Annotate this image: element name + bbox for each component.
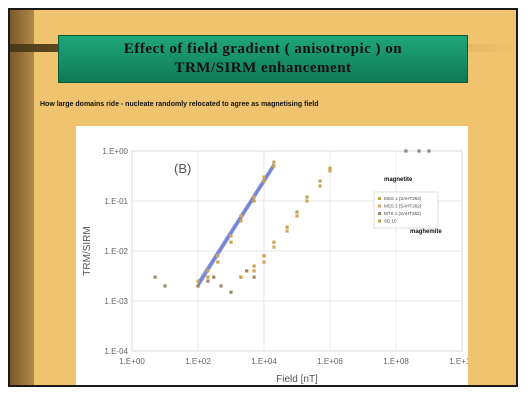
x-tick-label: 1.E+08 <box>383 357 409 366</box>
data-point <box>295 210 299 214</box>
data-point <box>295 214 299 218</box>
legend-item: MTS 1 (SAHT262) <box>384 211 422 216</box>
legend-box <box>373 191 439 229</box>
data-point <box>417 149 421 153</box>
y-axis-ticks: 1.E+00 1.E-01 1.E-02 1.E-03 1.E-04 <box>102 147 128 356</box>
legend-marker <box>378 219 381 223</box>
y-tick-label: 1.E+00 <box>102 147 128 156</box>
x-axis-label: Field [nT] <box>276 374 318 385</box>
data-point <box>196 284 200 288</box>
scatter-chart: 1.E+00 1.E+02 1.E+04 1.E+06 1.E+08 1.E+10 1.E… <box>82 147 475 385</box>
data-point <box>229 234 233 238</box>
data-point <box>245 269 249 273</box>
data-point <box>229 290 233 294</box>
annotation-maghemite: maghemite <box>410 229 442 235</box>
slide-left-bar <box>10 10 34 385</box>
y-axis-label: TRM/SIRM <box>82 226 93 275</box>
fit-line <box>197 163 275 283</box>
data-point <box>272 245 276 249</box>
data-point <box>163 284 167 288</box>
data-point <box>404 149 408 153</box>
legend-item: MSS 2 (SAHT262) <box>384 204 422 209</box>
data-point <box>318 179 322 183</box>
data-point <box>206 269 210 273</box>
data-point <box>305 195 309 199</box>
legend-item: MSS 1 (SAHT262) <box>384 196 422 201</box>
data-point <box>239 219 243 223</box>
data-point <box>219 284 223 288</box>
data-point <box>262 260 266 264</box>
panel-label: (B) <box>174 161 191 176</box>
x-tick-label: 1.E+06 <box>317 357 343 366</box>
legend-marker <box>378 212 381 215</box>
data-point <box>216 260 220 264</box>
fit-line <box>197 167 275 289</box>
data-point <box>272 160 276 164</box>
fit-line <box>197 162 275 282</box>
data-point <box>252 269 256 273</box>
slide-title: Effect of field gradient ( anisotropic )… <box>58 35 468 83</box>
annotation-magnetite: magnetite <box>384 177 413 183</box>
data-point <box>427 149 431 153</box>
data-point <box>252 195 256 199</box>
x-tick-label: 1.E+10 <box>449 357 468 366</box>
x-tick-label: 1.E+04 <box>251 357 277 366</box>
data-point <box>285 225 289 229</box>
data-point <box>318 184 322 188</box>
y-tick-label: 1.E-04 <box>104 347 128 356</box>
y-tick-label: 1.E-01 <box>104 197 128 206</box>
data-point <box>216 254 220 258</box>
slide-title-line-1: Effect of field gradient ( anisotropic )… <box>123 41 403 57</box>
fit-lines <box>197 162 275 289</box>
data-point <box>328 169 332 173</box>
data-point <box>252 275 256 279</box>
data-point <box>262 175 266 179</box>
data-point <box>252 199 256 203</box>
data-point <box>153 275 157 279</box>
data-point <box>239 214 243 218</box>
slide-title-line-2: TRM/SIRM enhancement <box>174 60 352 76</box>
legend-marker <box>378 197 381 200</box>
data-point <box>272 164 276 168</box>
data-point <box>252 264 256 268</box>
data-point <box>196 279 200 283</box>
y-tick-label: 1.E-02 <box>104 247 128 256</box>
data-point <box>206 275 210 279</box>
chart-panel: 1.E+00 1.E+02 1.E+04 1.E+06 1.E+08 1.E+10 1.E… <box>76 126 475 385</box>
data-point <box>328 166 332 170</box>
data-point <box>305 199 309 203</box>
y-tick-label: 1.E-03 <box>104 297 128 306</box>
legend-item: SD 10 <box>384 219 397 224</box>
x-tick-label: 1.E+00 <box>119 357 145 366</box>
fit-line <box>197 165 275 286</box>
data-points <box>153 149 431 294</box>
data-point <box>262 179 266 183</box>
data-point <box>229 240 233 244</box>
x-axis-ticks: 1.E+00 1.E+02 1.E+04 1.E+06 1.E+08 1.E+10 <box>119 357 475 366</box>
legend: MSS 1 (SAHT262) MSS 2 (SAHT262) MTS 1 (SAH… <box>373 191 439 229</box>
x-tick-label: 1.E+02 <box>185 357 211 366</box>
data-point <box>272 240 276 244</box>
data-point <box>239 275 243 279</box>
data-point <box>285 229 289 233</box>
slide-frame: Effect of field gradient ( anisotropic )… <box>8 8 518 387</box>
data-point <box>206 279 210 283</box>
data-point <box>212 275 216 279</box>
legend-marker <box>378 204 381 208</box>
data-point <box>262 254 266 258</box>
fit-line <box>197 164 275 285</box>
slide-caption: How large domains ride - nucleate random… <box>40 101 319 108</box>
